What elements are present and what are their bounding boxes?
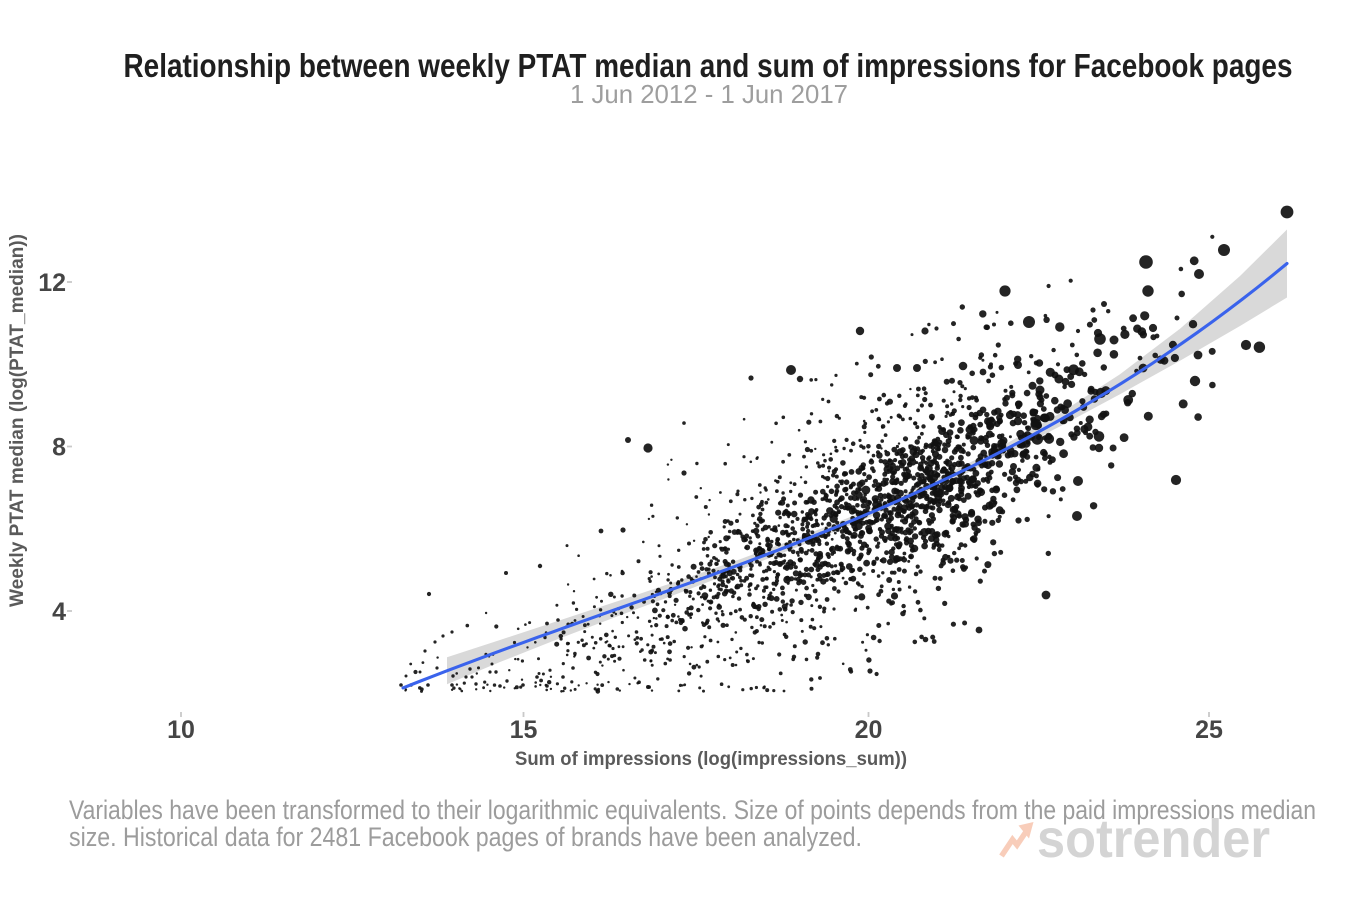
svg-text:sotrender: sotrender <box>1037 809 1270 869</box>
svg-text:Variables have been transforme: Variables have been transformed to their… <box>69 795 1316 825</box>
svg-text:10: 10 <box>167 716 195 744</box>
svg-text:Weekly PTAT median (log(PTAT_m: Weekly PTAT median (log(PTAT_median)) <box>7 234 28 607</box>
svg-text:25: 25 <box>1195 716 1223 744</box>
svg-text:8: 8 <box>52 434 66 462</box>
svg-text:1 Jun 2012 - 1 Jun 2017: 1 Jun 2012 - 1 Jun 2017 <box>570 79 848 109</box>
svg-text:Sum of impressions (log(impres: Sum of impressions (log(impressions_sum)… <box>515 749 907 770</box>
svg-text:15: 15 <box>510 716 538 744</box>
svg-text:Relationship between weekly PT: Relationship between weekly PTAT median … <box>124 47 1293 84</box>
svg-text:20: 20 <box>855 716 883 744</box>
svg-text:12: 12 <box>38 269 66 297</box>
svg-text:size. Historical data for 2481: size. Historical data for 2481 Facebook … <box>69 822 862 852</box>
svg-text:4: 4 <box>52 598 66 626</box>
